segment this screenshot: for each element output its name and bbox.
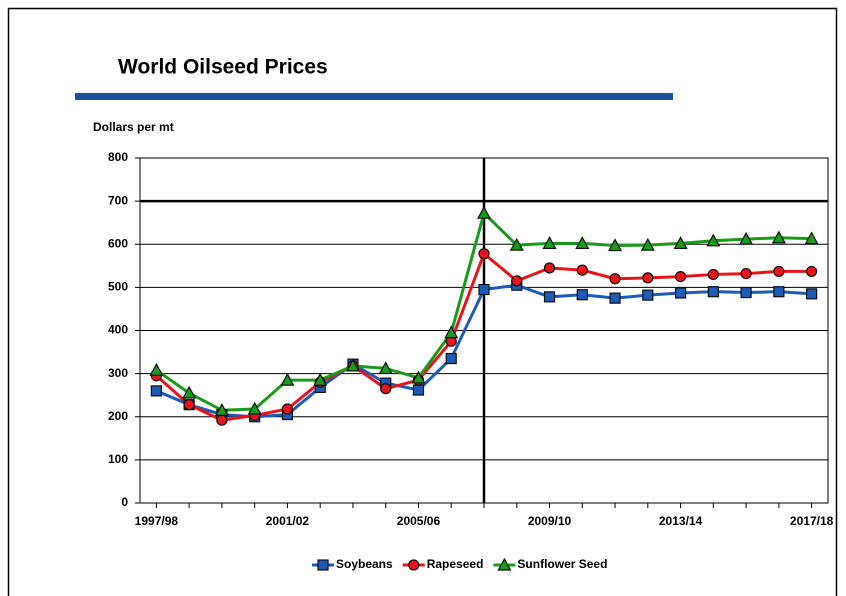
y-tick-label: 700 (108, 193, 128, 207)
marker (543, 262, 556, 274)
marker (149, 362, 164, 376)
marker (575, 236, 590, 249)
y-tick-label: 300 (108, 366, 128, 380)
marker (740, 267, 752, 280)
marker (509, 237, 524, 251)
y-axis-label: Dollars per mt (93, 120, 174, 134)
marker (674, 270, 687, 283)
marker (806, 265, 818, 278)
marker (674, 287, 687, 299)
marker (642, 272, 654, 284)
marker (576, 289, 588, 301)
y-tick-label: 400 (108, 323, 128, 337)
x-tick-label: 2013/14 (659, 514, 703, 528)
marker (183, 399, 195, 411)
legend-label: Soybeans (336, 557, 393, 571)
marker (739, 231, 754, 245)
x-tick-label: 2009/10 (528, 514, 572, 528)
marker (247, 401, 262, 415)
marker (806, 288, 818, 300)
marker (773, 286, 785, 298)
marker (214, 403, 229, 416)
marker (476, 205, 492, 219)
legend-marker (317, 559, 329, 571)
marker (640, 237, 655, 251)
marker (804, 231, 819, 245)
marker (411, 370, 426, 384)
marker (444, 325, 459, 339)
marker (673, 236, 688, 249)
marker (542, 236, 557, 249)
y-tick-label: 0 (121, 495, 128, 509)
marker (740, 286, 752, 299)
marker (345, 358, 360, 372)
marker (773, 265, 785, 278)
marker (543, 291, 556, 303)
x-tick-label: 1997/98 (135, 514, 179, 528)
marker (609, 292, 621, 304)
marker (378, 361, 393, 375)
x-tick-label: 2001/02 (266, 514, 310, 528)
marker (707, 286, 719, 298)
legend-label: Sunflower Seed (517, 557, 607, 571)
legend-label: Rapeseed (427, 557, 484, 571)
legend-marker (408, 559, 420, 571)
marker (706, 233, 721, 247)
marker (771, 230, 786, 244)
y-tick-label: 800 (108, 150, 128, 164)
marker (182, 385, 197, 399)
marker (608, 238, 623, 252)
marker (380, 383, 392, 395)
marker (707, 268, 719, 281)
marker (478, 248, 490, 260)
x-tick-label: 2017/18 (790, 514, 834, 528)
marker (216, 414, 228, 426)
marker (642, 289, 654, 301)
marker (150, 385, 162, 397)
marker (576, 264, 588, 276)
chart-title: World Oilseed Prices (118, 56, 328, 79)
marker (511, 275, 523, 287)
marker (609, 273, 621, 285)
y-tick-label: 500 (108, 280, 128, 294)
marker (445, 352, 457, 365)
marker (478, 283, 490, 296)
marker (281, 403, 294, 415)
y-tick-label: 100 (108, 452, 128, 466)
y-tick-label: 600 (108, 236, 128, 250)
y-tick-label: 200 (108, 409, 128, 423)
frame (7, 7, 838, 596)
title-bar (75, 93, 673, 100)
marker (412, 384, 425, 396)
marker (313, 372, 328, 386)
x-tick-label: 2005/06 (397, 514, 441, 528)
legend-marker (497, 557, 512, 571)
marker (280, 372, 295, 386)
